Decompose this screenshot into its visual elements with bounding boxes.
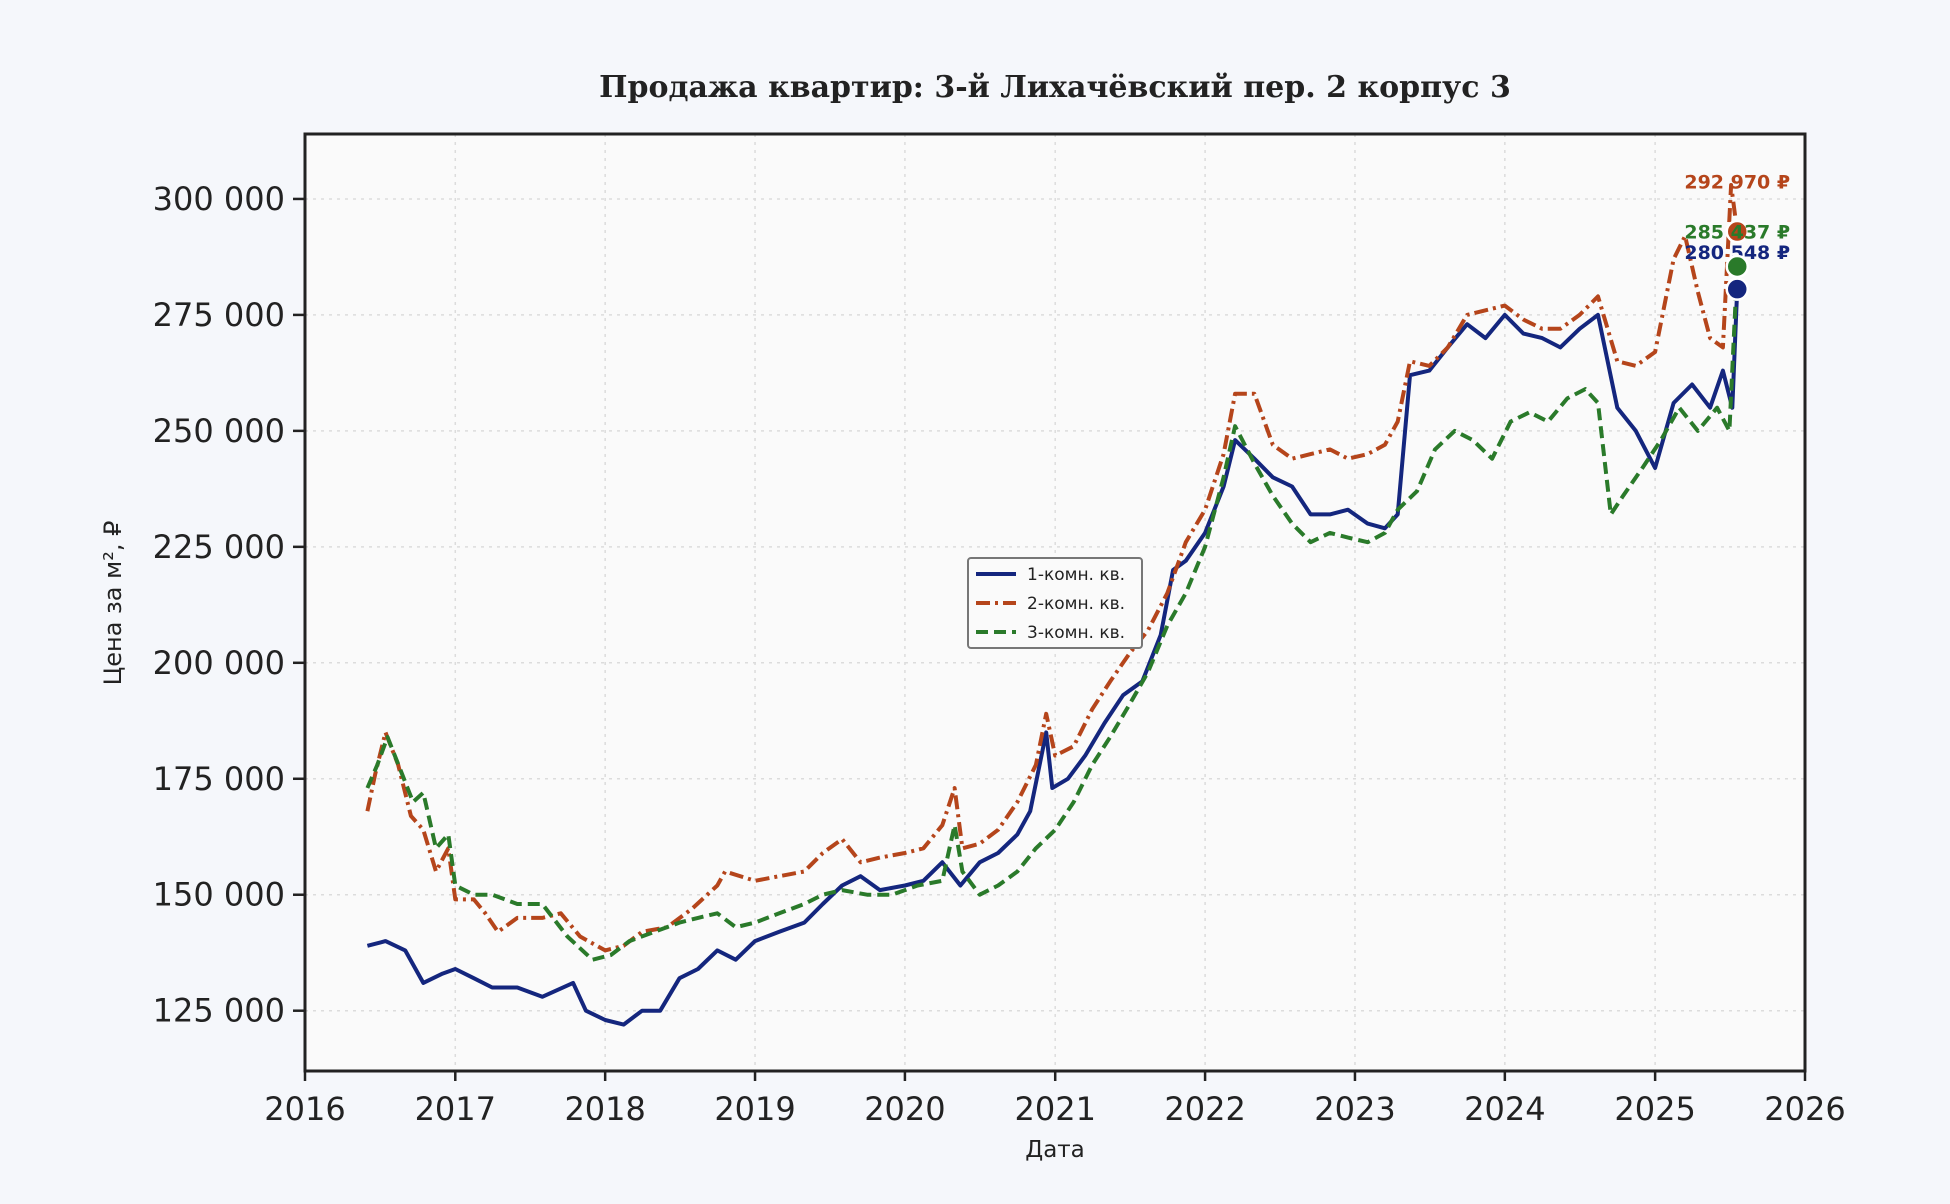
x-tick-label-7: 2023 [1314, 1090, 1395, 1128]
series-line-1 [366, 289, 1740, 1027]
endpoint-label-3: 285 437 ₽ [1684, 221, 1790, 243]
y-tick-label-0: 125 000 [153, 992, 285, 1030]
series-line-2 [365, 183, 1740, 953]
x-tick-label-6: 2022 [1164, 1090, 1245, 1128]
endpoint-markers: 280 548 ₽ 292 970 ₽ 285 437 ₽ [1684, 172, 1790, 301]
x-axis-label: Дата [1025, 1137, 1085, 1163]
legend-label-3: 3-комн. кв. [1027, 623, 1125, 643]
legend-label-1: 1-комн. кв. [1027, 565, 1125, 585]
y-axis: 125 000 150 000 175 000 200 000 225 000 250 0… [153, 180, 305, 1030]
y-tick-label-1: 150 000 [153, 876, 285, 914]
y-tick-label-6: 275 000 [153, 296, 285, 334]
legend: 1-комн. кв. 2-комн. кв. 3-комн. кв. [967, 557, 1143, 649]
y-tick-label-2: 175 000 [153, 760, 285, 798]
legend-label-2: 2-комн. кв. [1027, 594, 1125, 614]
y-tick-label-7: 300 000 [153, 180, 285, 218]
y-tick-label-5: 250 000 [153, 412, 285, 450]
x-tick-label-5: 2021 [1014, 1090, 1095, 1128]
endpoint-marker-1 [1725, 277, 1749, 301]
series-lines [365, 183, 1740, 1027]
x-tick-label-4: 2020 [864, 1090, 945, 1128]
x-tick-label-9: 2025 [1614, 1090, 1695, 1128]
endpoint-marker-3 [1725, 254, 1749, 279]
x-tick-label-2: 2018 [564, 1090, 645, 1128]
y-tick-label-3: 200 000 [153, 644, 285, 682]
x-tick-label-1: 2017 [415, 1090, 496, 1128]
x-tick-label-3: 2019 [714, 1090, 795, 1128]
endpoint-label-2: 292 970 ₽ [1684, 172, 1790, 194]
chart-title: Продажа квартир: 3-й Лихачёвский пер. 2 … [599, 70, 1511, 105]
series-line-3 [365, 266, 1740, 962]
x-tick-label-8: 2024 [1464, 1090, 1545, 1128]
x-axis: 2016 2017 2018 2019 2020 2021 2022 2023 2024 2025… [264, 1071, 1846, 1128]
grid [304, 134, 1806, 1071]
endpoint-marker-2 [1725, 219, 1749, 244]
x-tick-label-10: 2026 [1764, 1090, 1845, 1128]
y-tick-label-4: 225 000 [153, 528, 285, 566]
legend-box [967, 557, 1143, 649]
x-tick-label-0: 2016 [264, 1090, 345, 1128]
y-axis-label: Цена за м², ₽ [99, 521, 127, 686]
endpoint-label-1: 280 548 ₽ [1684, 242, 1790, 264]
